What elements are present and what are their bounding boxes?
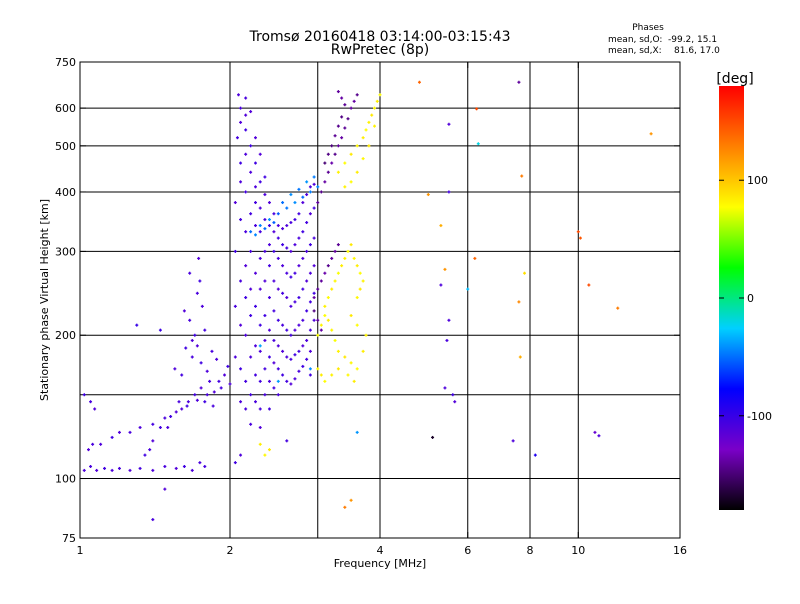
- chart-title-line1: Tromsø 20160418 03:14:00-03:15:43: [249, 29, 511, 45]
- axis-ticks: 1 2 4 6 8 10 16 75 100 200 300 400 500 600 750: [55, 56, 687, 557]
- y-tick-label: 750: [55, 56, 76, 69]
- chart-title-line2: RwPretec (8p): [331, 42, 429, 58]
- x-axis-label: Frequency [MHz]: [334, 557, 426, 570]
- colorbar-tick-label: -100: [747, 410, 772, 423]
- x-tick-label: 6: [464, 544, 471, 557]
- x-tick-label: 8: [527, 544, 534, 557]
- x-tick-label: 1: [77, 544, 84, 557]
- phases-x-label: mean, sd,X:: [608, 46, 662, 56]
- x-tick-label: 2: [227, 544, 234, 557]
- phases-x-values: 81.6, 17.0: [674, 46, 720, 56]
- x-tick-label: 4: [377, 544, 384, 557]
- phases-header: Phases: [632, 23, 664, 33]
- x-tick-label: 16: [673, 544, 687, 557]
- grid-lines: [80, 62, 680, 538]
- y-tick-label: 75: [62, 532, 76, 545]
- y-tick-label: 200: [55, 329, 76, 342]
- y-tick-label: 500: [55, 140, 76, 153]
- y-tick-label: 600: [55, 102, 76, 115]
- phases-o-values: -99.2, 15.1: [668, 35, 717, 45]
- y-axis-label: Stationary phase Virtual Height [km]: [38, 199, 51, 401]
- phases-o-label: mean, sd,O:: [608, 35, 662, 45]
- x-tick-label: 10: [571, 544, 585, 557]
- colorbar-tick-label: 100: [747, 174, 768, 187]
- colorbar-tick-label: 0: [747, 292, 754, 305]
- y-tick-label: 100: [55, 473, 76, 486]
- y-tick-label: 300: [55, 245, 76, 258]
- colorbar-label: [deg]: [716, 71, 753, 87]
- y-tick-label: 400: [55, 186, 76, 199]
- data-points: [82, 80, 653, 522]
- colorbar-ticks: 100 0 -100: [719, 174, 772, 423]
